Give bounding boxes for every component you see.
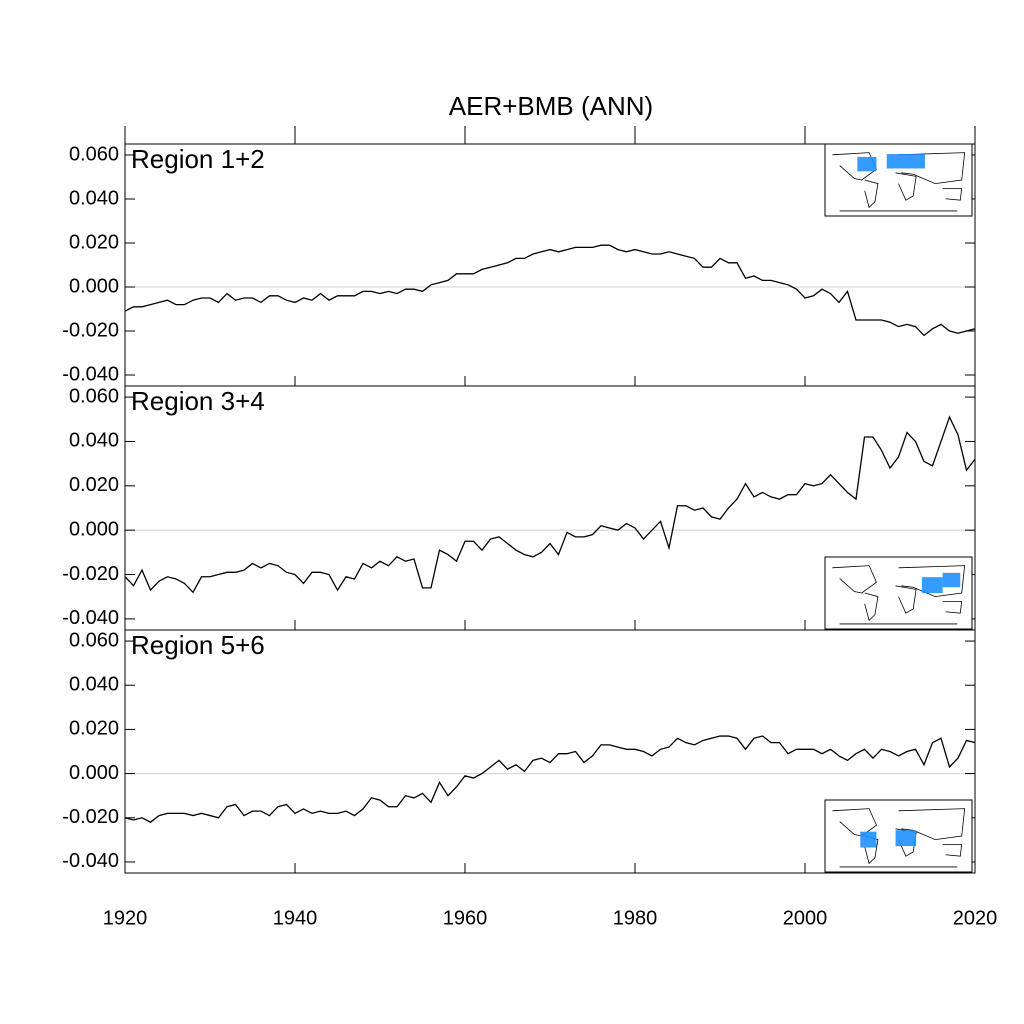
coastline bbox=[898, 152, 966, 185]
y-tick-label: 0.000 bbox=[69, 762, 119, 784]
x-tick-label: 1940 bbox=[273, 907, 318, 929]
y-tick-label: -0.040 bbox=[62, 607, 119, 629]
inset-map bbox=[824, 799, 973, 873]
y-tick-label: 0.040 bbox=[69, 187, 119, 209]
coastline bbox=[832, 808, 877, 837]
coastline bbox=[832, 565, 877, 594]
plot-frame bbox=[124, 629, 976, 874]
y-tick-label: 0.040 bbox=[69, 674, 119, 696]
region-box bbox=[942, 572, 961, 588]
x-tick-label: 1960 bbox=[443, 907, 488, 929]
y-tick-label: -0.020 bbox=[62, 806, 119, 828]
chart-title: AER+BMB (ANN) bbox=[449, 91, 653, 121]
inset-map bbox=[824, 143, 973, 217]
inset-frame bbox=[824, 556, 973, 630]
region-box bbox=[922, 577, 943, 593]
y-tick-label: -0.020 bbox=[62, 563, 119, 585]
y-tick-label: 0.060 bbox=[69, 385, 119, 407]
coastline bbox=[898, 565, 966, 598]
coastline bbox=[864, 179, 879, 209]
inset-map bbox=[824, 556, 973, 630]
x-tick-label: 1920 bbox=[103, 907, 148, 929]
x-tick-label: 1980 bbox=[613, 907, 658, 929]
y-tick-label: 0.060 bbox=[69, 143, 119, 165]
y-tick-label: 0.000 bbox=[69, 275, 119, 297]
region-box bbox=[886, 154, 925, 169]
coastline bbox=[832, 152, 877, 181]
series-line bbox=[124, 735, 976, 823]
region-box bbox=[895, 830, 917, 847]
y-tick-label: 0.040 bbox=[69, 430, 119, 452]
y-tick-label: 0.060 bbox=[69, 629, 119, 651]
series-line bbox=[124, 244, 976, 337]
series-line bbox=[124, 415, 976, 594]
y-tick-label: 0.020 bbox=[69, 718, 119, 740]
x-tick-label: 2000 bbox=[783, 907, 828, 929]
region-label: Region 5+6 bbox=[131, 630, 265, 660]
coastline bbox=[942, 601, 963, 614]
y-tick-label: -0.020 bbox=[62, 319, 119, 341]
coastline bbox=[895, 585, 917, 614]
y-tick-label: -0.040 bbox=[62, 850, 119, 872]
y-tick-label: 0.020 bbox=[69, 474, 119, 496]
x-tick-label: 2020 bbox=[953, 907, 998, 929]
coastline bbox=[942, 844, 963, 857]
region-label: Region 3+4 bbox=[131, 386, 265, 416]
coastline bbox=[864, 592, 879, 622]
region-label: Region 1+2 bbox=[131, 144, 265, 174]
y-tick-label: -0.040 bbox=[62, 363, 119, 385]
y-tick-label: 0.000 bbox=[69, 518, 119, 540]
coastline bbox=[895, 172, 917, 201]
y-tick-label: 0.020 bbox=[69, 231, 119, 253]
region-box bbox=[857, 156, 877, 172]
coastline bbox=[898, 808, 966, 841]
region-box bbox=[860, 831, 877, 848]
coastline bbox=[942, 188, 963, 201]
